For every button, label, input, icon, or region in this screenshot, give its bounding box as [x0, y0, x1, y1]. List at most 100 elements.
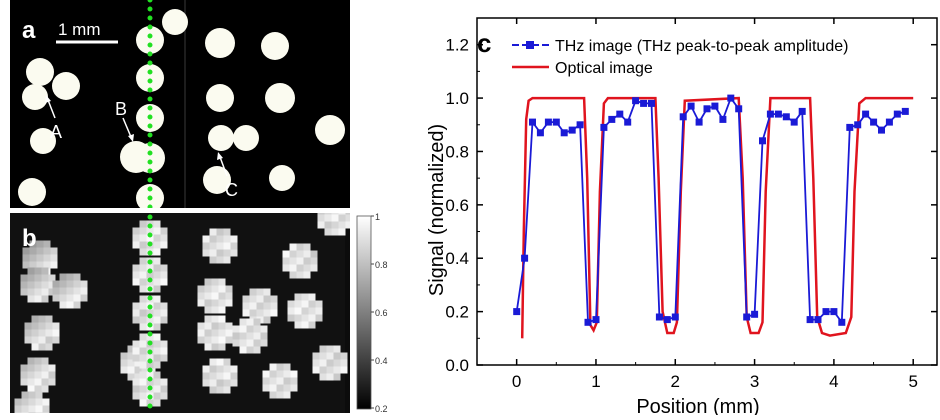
thz-pixel: [276, 363, 284, 371]
thz-pixel: [294, 293, 302, 301]
thz-pixel: [230, 235, 238, 243]
thz-pixel: [303, 271, 311, 279]
optical-dot: [18, 178, 46, 206]
thz-pixel: [340, 359, 348, 367]
thz-pixel: [338, 213, 346, 215]
thz-pixel: [24, 329, 32, 337]
thz-pixel: [218, 336, 226, 344]
thz-pixel: [303, 250, 311, 258]
thz-pixel: [153, 333, 161, 341]
thz-pixel: [204, 299, 212, 307]
thz-pixel: [48, 288, 56, 296]
thz-pixel: [35, 391, 43, 399]
thz-pixel: [197, 322, 205, 330]
thz-pixel: [270, 295, 278, 303]
thz-pixel: [216, 386, 224, 394]
thz-pixel: [34, 371, 42, 379]
thz-pixel: [225, 285, 233, 293]
thz-pixel: [239, 346, 247, 354]
thz-pixel: [66, 294, 74, 302]
thz-pixel: [211, 299, 219, 307]
thz-pixel: [312, 366, 320, 374]
thz-pixel: [28, 391, 36, 399]
thz-pixel: [139, 285, 147, 293]
thz-data-point: [687, 102, 695, 110]
thz-data-point: [774, 110, 782, 118]
thz-pixel: [269, 377, 277, 385]
thz-pixel: [225, 329, 233, 337]
thz-pixel: [283, 391, 291, 399]
thz-pixel: [230, 249, 238, 257]
thz-pixel: [29, 247, 37, 255]
optical-dot: [203, 166, 231, 194]
thz-pixel: [287, 300, 295, 308]
thz-data-point: [576, 121, 584, 129]
colorbar: 1 0.8 0.6 0.4 0.2: [355, 212, 395, 414]
thz-pixel: [160, 271, 168, 279]
thz-pixel: [50, 261, 58, 269]
thz-pixel: [27, 364, 35, 372]
thz-pixel: [146, 227, 154, 235]
thz-pixel: [209, 249, 217, 257]
thz-pixel: [38, 336, 46, 344]
thz-pixel: [38, 322, 46, 330]
thz-data-point: [759, 137, 766, 145]
marker-a-arrow: [45, 95, 56, 119]
thz-pixel: [230, 242, 238, 250]
legend-thz-label: THz image (THz peak-to-peak amplitude): [555, 38, 848, 55]
thz-pixel: [216, 358, 224, 366]
thz-pixel: [146, 361, 154, 369]
thz-data-point: [885, 118, 893, 126]
thz-pixel: [216, 242, 224, 250]
thz-pixel: [331, 228, 339, 236]
thz-pixel: [204, 329, 212, 337]
thz-data-point: [830, 308, 838, 316]
optical-dot: [136, 64, 164, 92]
thz-pixel: [345, 214, 350, 222]
thz-pixel: [317, 221, 325, 229]
thz-pixel: [66, 301, 74, 309]
thz-pixel: [262, 384, 270, 392]
thz-pixel: [296, 264, 304, 272]
marker-b-label: B: [115, 99, 127, 119]
thz-pixel: [324, 214, 332, 222]
thz-pixel: [204, 343, 212, 351]
thz-data-point: [766, 110, 774, 118]
thz-pixel: [42, 398, 50, 406]
thz-data-point: [544, 118, 552, 126]
y-tick-label: 1.2: [445, 36, 469, 55]
thz-pixel: [269, 391, 277, 399]
thz-pixel: [216, 249, 224, 257]
thz-pixel: [41, 281, 49, 289]
thz-pixel: [41, 385, 49, 393]
panel-a-label: a: [22, 17, 36, 44]
thz-pixel: [333, 373, 341, 381]
thz-pixel: [242, 295, 250, 303]
thz-pixel: [52, 287, 60, 295]
thz-pixel: [230, 372, 238, 380]
thz-pixel: [153, 392, 161, 400]
thz-pixel: [50, 254, 58, 262]
thz-pixel: [139, 248, 147, 256]
chart-ticks: 0 1 2 3 4 5 0.0 0.2 0.4 0.6 0.8 1.0 1.2: [445, 17, 937, 391]
thz-pixel: [14, 398, 22, 406]
thz-data-point: [727, 94, 735, 102]
thz-pixel: [160, 316, 168, 324]
thz-pixel: [308, 321, 316, 329]
optical-dot: [206, 84, 234, 112]
thz-pixel: [218, 292, 226, 300]
thz-pixel: [308, 314, 316, 322]
thz-pixel: [239, 325, 247, 333]
thz-pixel: [326, 359, 334, 367]
thz-pixel: [34, 281, 42, 289]
optical-dot: [233, 125, 259, 151]
thz-pixel: [239, 339, 247, 347]
thz-pixel: [139, 220, 147, 228]
thz-pixel: [204, 336, 212, 344]
thz-pixel: [153, 316, 161, 324]
thz-dots: [14, 213, 350, 413]
colorbar-tick: 0.4: [375, 356, 388, 366]
panel-a-optical-image: a 1 mm A B C: [10, 0, 350, 208]
thz-data-point: [513, 308, 521, 316]
thz-pixel: [14, 405, 22, 413]
